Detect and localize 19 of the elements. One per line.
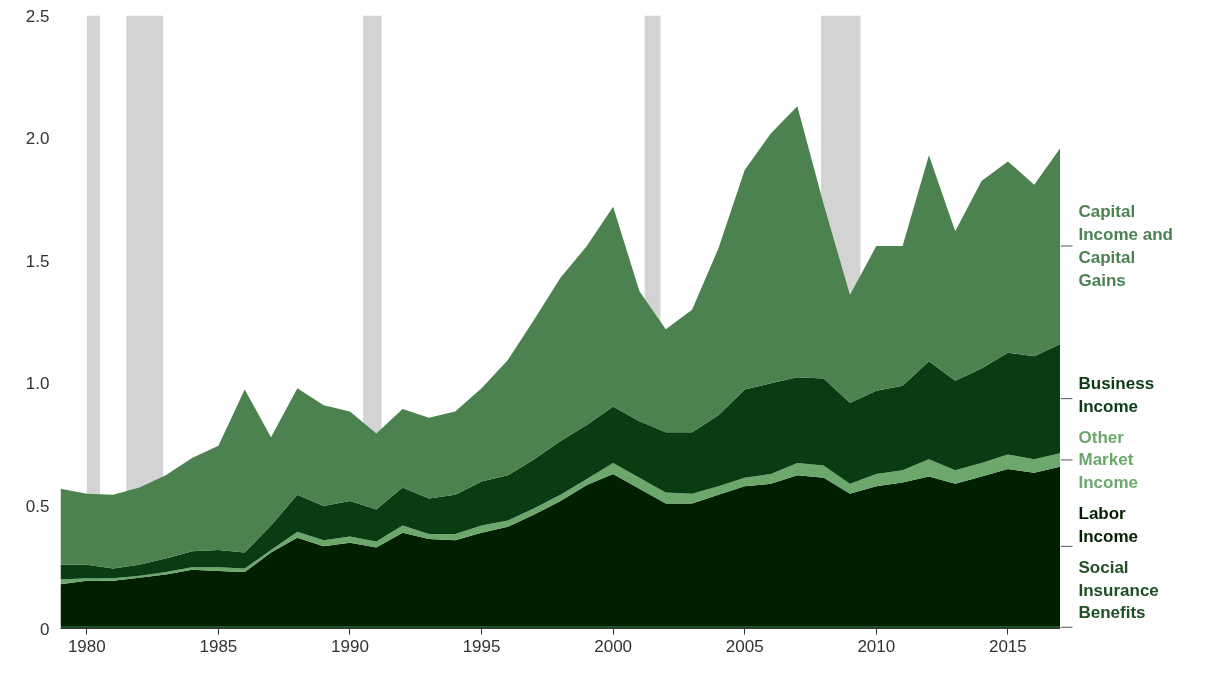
x-tick-label: 2010: [857, 636, 896, 656]
y-tick-label: 1.5: [25, 251, 50, 271]
y-tick-label: 0: [40, 619, 50, 639]
x-tick-label: 1990: [331, 636, 369, 656]
x-tick-label: 2000: [594, 636, 633, 656]
x-tick-label: 1985: [199, 636, 238, 656]
series-label: Labor Income: [1078, 504, 1139, 546]
y-tick-label: 2.5: [25, 6, 50, 26]
series-label: Business Income: [1078, 374, 1155, 416]
x-tick-label: 2015: [988, 636, 1027, 656]
series-label: Other Market Income: [1078, 427, 1139, 493]
series-label: Capital Income and Capital Gains: [1078, 202, 1173, 290]
y-tick-label: 2.0: [25, 129, 50, 149]
series-label: Social Insurance Benefits: [1078, 557, 1159, 623]
x-tick-label: 1980: [67, 636, 106, 656]
x-tick-label: 2005: [725, 636, 764, 656]
x-tick-label: 1995: [462, 636, 501, 656]
y-tick-label: 1.0: [25, 374, 50, 394]
y-tick-label: 0.5: [25, 496, 50, 516]
